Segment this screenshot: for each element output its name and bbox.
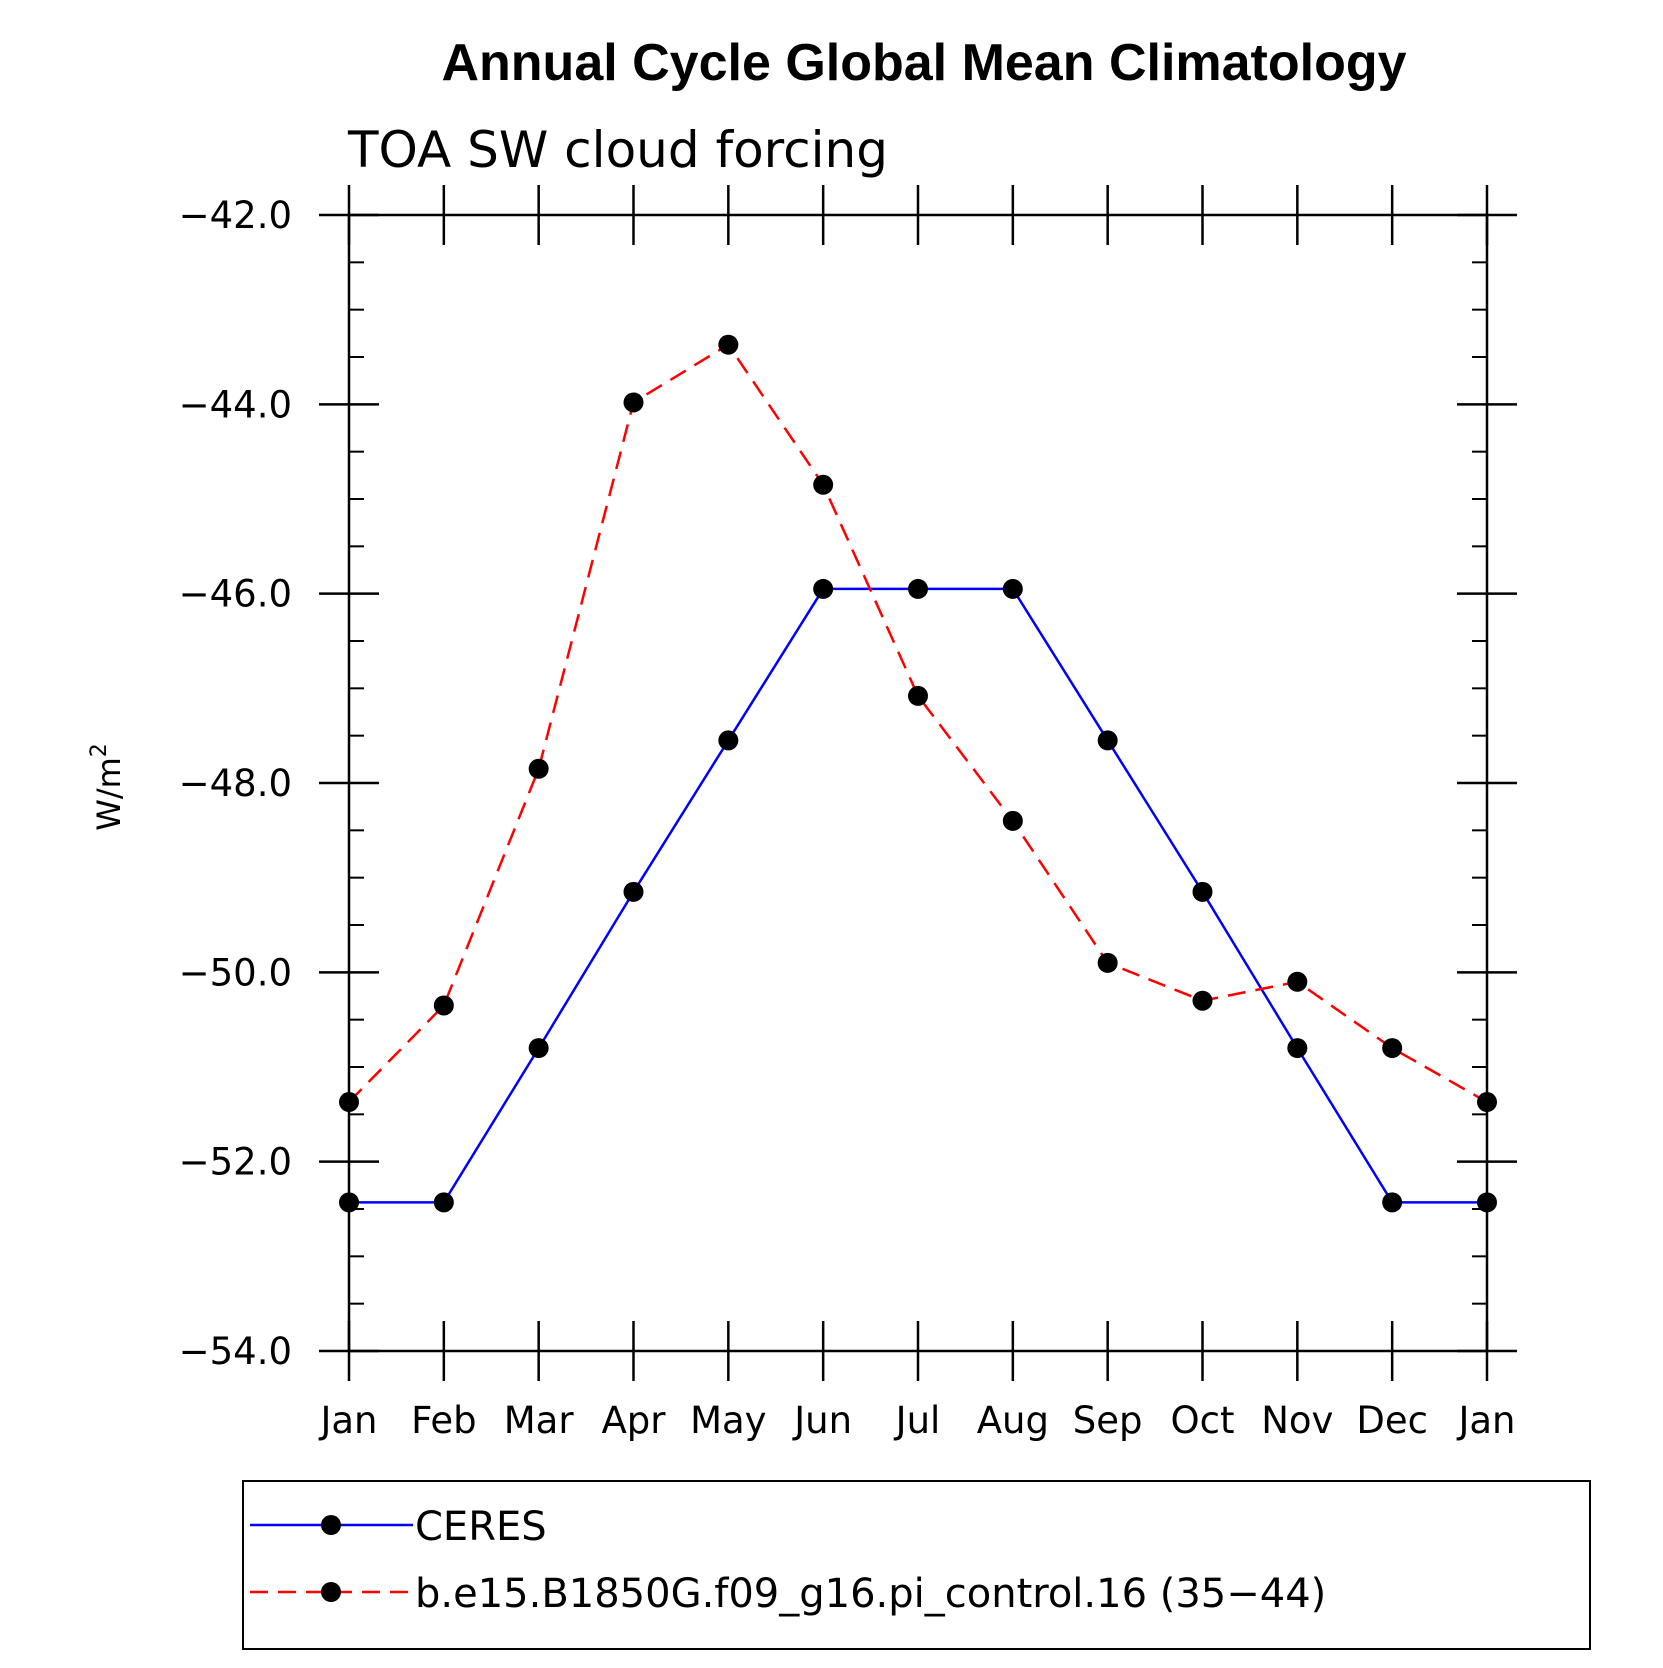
x-tick-label: Apr [601,1399,666,1442]
data-point [528,1038,549,1059]
data-point [623,881,644,902]
y-tick-label: −50.0 [179,951,292,994]
data-point [623,392,644,413]
legend-label-model: b.e15.B1850G.f09_g16.pi_control.16 (35−4… [415,1571,1326,1617]
data-point [813,474,834,495]
x-tick-label: Jul [894,1399,941,1442]
x-tick-label: Mar [504,1399,575,1442]
y-tick-label: −52.0 [179,1141,292,1184]
y-axis-label-superscript: 2 [87,743,112,757]
x-tick-label: May [690,1399,767,1442]
legend-marker-ceres [321,1515,341,1535]
data-point [908,685,928,706]
data-point [1192,881,1213,902]
legend-box [242,1480,1591,1650]
x-tick-label: Dec [1356,1399,1428,1442]
y-tick-label: −42.0 [179,194,292,237]
data-point [908,578,928,599]
data-point [1192,990,1213,1011]
x-tick-label: Nov [1261,1399,1333,1442]
data-point [1382,1192,1403,1213]
svg-text:W/m2: W/m2 [87,743,128,831]
data-point [718,334,739,355]
data-point [339,1092,359,1113]
chart-subtitle: TOA SW cloud forcing [347,121,888,179]
x-tick-label: Jan [1456,1399,1515,1442]
data-point [1477,1092,1497,1113]
data-point [1287,971,1308,992]
legend-label-ceres: CERES [415,1504,547,1550]
x-tick-label: Aug [977,1399,1049,1442]
plot-frame [347,213,1489,1353]
data-point [528,758,549,779]
x-tick-label: Jan [318,1399,377,1442]
y-axis-label: W/m2 [87,743,128,831]
series-lines [348,343,1488,1204]
y-axis-label-text: W/m [90,757,128,831]
legend-marker-model [321,1582,341,1602]
data-point [339,1192,359,1213]
data-point [433,1192,454,1213]
y-tick-label: −46.0 [179,573,292,616]
data-point [813,578,834,599]
data-point [1287,1038,1308,1059]
y-tick-label: −54.0 [179,1330,292,1373]
legend: CERES b.e15.B1850G.f09_g16.pi_control.16… [242,1480,1591,1650]
data-point [1477,1192,1497,1213]
data-point [1002,578,1023,599]
x-tick-label: Feb [411,1399,477,1442]
chart-title: Annual Cycle Global Mean Climatology [441,34,1406,92]
y-tick-label: −48.0 [179,762,292,805]
x-tick-label: Jun [792,1399,852,1442]
x-tick-label: Oct [1171,1399,1235,1442]
data-point [433,995,454,1016]
x-tick-label: Sep [1073,1399,1143,1442]
data-point [1382,1038,1403,1059]
data-point [1097,730,1118,751]
y-tick-label: −44.0 [179,383,292,426]
series-line-1 [348,343,1488,1104]
data-point [718,730,739,751]
axis-ticks: −42.0 −44.0 −46.0 −48.0 −50.0 −52.0 −54.0 Jan Fe… [179,185,1517,1442]
series-line-0 [349,587,1487,1204]
series-markers [339,334,1497,1213]
data-point [1002,810,1023,831]
data-point [1097,952,1118,973]
